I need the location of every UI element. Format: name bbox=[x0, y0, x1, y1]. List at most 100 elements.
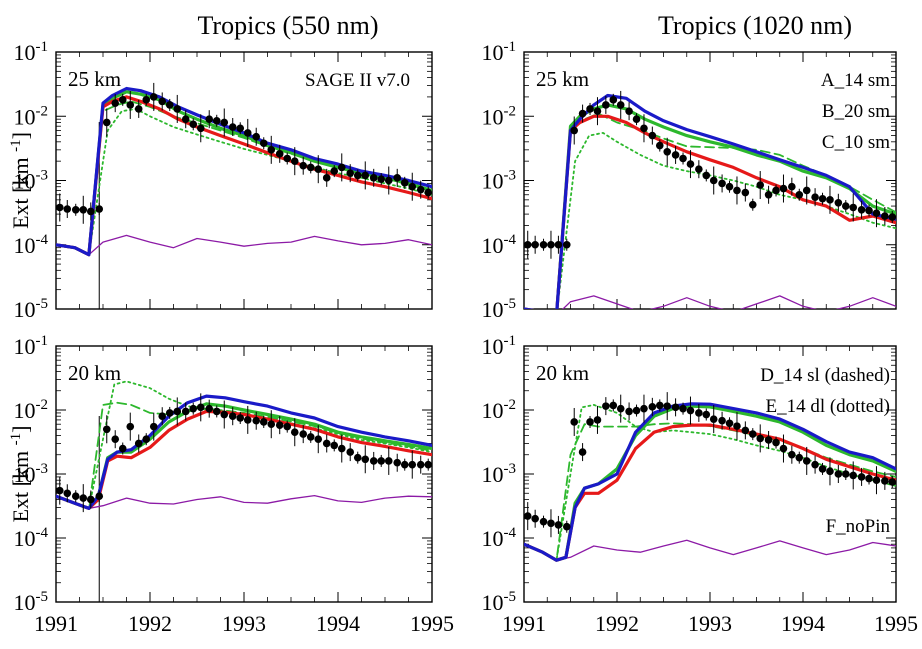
obs-point bbox=[539, 517, 548, 526]
y-axis-label-close: ] bbox=[8, 426, 33, 433]
x-tick-label: 1995 bbox=[874, 611, 918, 636]
y-tick-label: 10-2 bbox=[482, 397, 517, 423]
obs-point bbox=[779, 184, 788, 193]
obs-point bbox=[377, 175, 386, 183]
obs-point bbox=[228, 412, 237, 421]
y-tick-base: 10 bbox=[14, 169, 36, 194]
obs-point bbox=[554, 521, 563, 529]
obs-point bbox=[632, 115, 641, 123]
obs-point bbox=[818, 194, 827, 203]
obs-point bbox=[252, 416, 261, 425]
obs-point bbox=[228, 123, 237, 131]
y-tick-label: 10-5 bbox=[14, 589, 49, 615]
obs-point bbox=[663, 147, 672, 156]
y-tick-base: 10 bbox=[14, 398, 36, 423]
obs-point bbox=[322, 174, 331, 182]
obs-point bbox=[134, 439, 143, 448]
obs-point bbox=[888, 478, 896, 486]
obs-point bbox=[718, 416, 726, 425]
obs-point bbox=[71, 205, 80, 214]
obs-point bbox=[111, 99, 120, 107]
obs-point bbox=[189, 404, 198, 413]
legend-e-14: E_14 dl (dotted) bbox=[765, 396, 890, 417]
obs-point bbox=[539, 240, 548, 249]
obs-point bbox=[686, 160, 695, 168]
y-tick-base: 10 bbox=[482, 169, 504, 194]
obs-point bbox=[671, 403, 680, 412]
y-tick-base: 10 bbox=[14, 104, 36, 129]
series-line-e-14 bbox=[56, 108, 432, 256]
obs-point bbox=[259, 139, 268, 148]
obs-point bbox=[702, 410, 711, 419]
obs-point bbox=[725, 419, 734, 428]
obs-point bbox=[748, 200, 757, 209]
series-line-e-14 bbox=[524, 403, 896, 562]
obs-point bbox=[181, 407, 190, 416]
obs-point bbox=[149, 422, 158, 431]
y-tick-label: 10-5 bbox=[14, 296, 49, 322]
obs-point bbox=[353, 453, 362, 462]
y-tick-label: 10-2 bbox=[482, 103, 517, 129]
y-tick-exponent: -4 bbox=[36, 232, 49, 248]
plot-area bbox=[524, 90, 896, 309]
y-tick-base: 10 bbox=[14, 233, 36, 258]
y-tick-exponent: -3 bbox=[36, 461, 49, 477]
obs-point bbox=[408, 460, 417, 469]
obs-point bbox=[834, 470, 843, 478]
obs-point bbox=[283, 154, 292, 163]
obs-point bbox=[795, 190, 804, 199]
x-tick-label: 1991 bbox=[34, 611, 78, 636]
obs-point bbox=[702, 171, 711, 180]
obs-point bbox=[779, 444, 788, 453]
obs-point bbox=[299, 430, 308, 438]
title-left: Tropics (550 nm) bbox=[197, 11, 378, 40]
obs-point bbox=[205, 115, 214, 123]
y-tick-label: 10-3 bbox=[14, 461, 49, 487]
obs-point bbox=[86, 207, 95, 216]
obs-point bbox=[424, 460, 432, 469]
obs-point bbox=[593, 107, 602, 115]
legend-a-14: A_14 sm bbox=[821, 70, 890, 91]
obs-point bbox=[220, 410, 229, 419]
legend-d-14: D_14 sl (dashed) bbox=[760, 365, 890, 386]
obs-point bbox=[733, 186, 741, 195]
obs-point bbox=[741, 188, 750, 197]
legend-b-20: B_20 sm bbox=[822, 101, 890, 122]
obs-point bbox=[259, 418, 268, 426]
y-tick-exponent: -5 bbox=[504, 296, 517, 312]
x-tick-label: 1995 bbox=[410, 611, 454, 636]
obs-point bbox=[205, 404, 214, 413]
obs-point bbox=[196, 403, 205, 412]
obs-point bbox=[562, 240, 571, 249]
y-tick-base: 10 bbox=[482, 462, 504, 487]
obs-point bbox=[709, 415, 718, 423]
obs-point bbox=[322, 439, 331, 448]
obs-point bbox=[330, 441, 339, 450]
obs-point bbox=[252, 132, 261, 141]
obs-point bbox=[616, 404, 625, 413]
obs-point bbox=[524, 240, 532, 249]
y-tick-label: 10-3 bbox=[482, 168, 517, 194]
obs-point bbox=[416, 460, 425, 469]
obs-point bbox=[640, 404, 648, 413]
obs-point bbox=[524, 512, 532, 520]
obs-point bbox=[149, 93, 158, 101]
y-tick-exponent: -1 bbox=[504, 39, 517, 55]
y-tick-exponent: -3 bbox=[36, 168, 49, 184]
y-tick-exponent: -3 bbox=[504, 168, 517, 184]
obs-point bbox=[655, 401, 664, 410]
y-axis-label: Ext [km -1] bbox=[8, 426, 33, 523]
y-tick-label: 10-4 bbox=[482, 232, 517, 258]
obs-point bbox=[849, 203, 858, 212]
obs-point bbox=[756, 434, 765, 443]
series-line-f-nopin bbox=[524, 539, 896, 561]
series-line-a-14 bbox=[524, 404, 896, 562]
y-tick-exponent: -2 bbox=[36, 397, 49, 413]
obs-point bbox=[126, 101, 135, 109]
obs-point bbox=[158, 97, 167, 106]
obs-point bbox=[865, 474, 873, 483]
obs-point bbox=[695, 409, 703, 417]
obs-point bbox=[872, 476, 881, 485]
